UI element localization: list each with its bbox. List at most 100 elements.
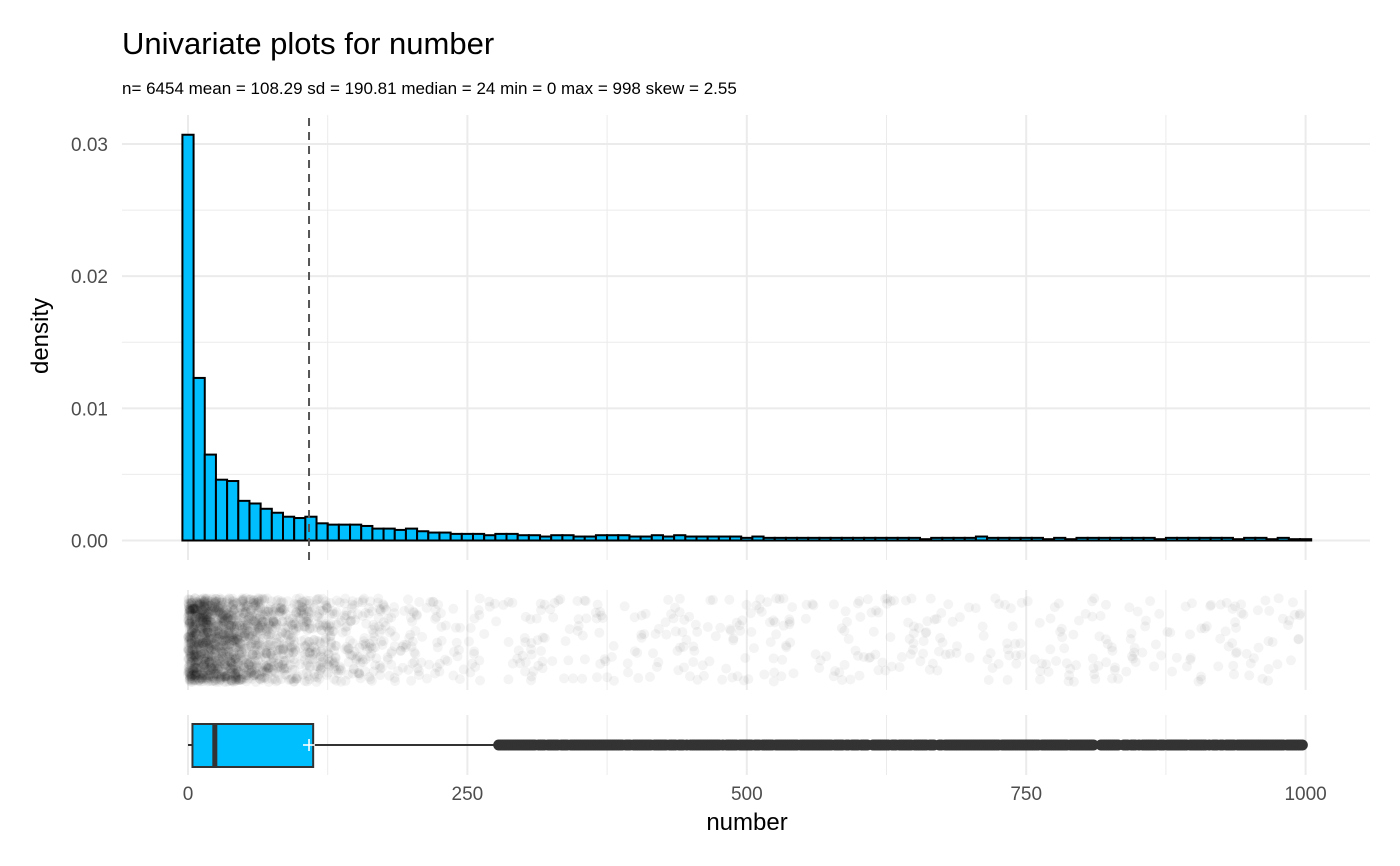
jitter-point [297,651,308,662]
jitter-point [213,628,224,639]
jitter-point [223,646,234,657]
jitter-point [272,675,283,686]
jitter-point [532,635,543,646]
jitter-point [250,640,261,651]
jitter-point [286,641,297,652]
jitter-point [503,637,514,648]
jitter-point [198,640,209,651]
histogram-bar [986,536,1000,542]
histogram-bar [661,535,676,542]
jitter-point [231,674,242,685]
jitter-point [313,593,324,604]
jitter-point [390,631,401,642]
jitter-point [227,613,238,624]
jitter-point [296,608,307,619]
jitter-point [297,601,308,612]
jitter-point [330,652,341,663]
jitter-point [221,641,232,652]
jitter-point [253,607,264,618]
jitter-point [189,613,200,624]
jitter-point [212,614,223,625]
jitter-point [653,657,664,668]
jitter-point [234,675,245,686]
jitter-point [220,660,231,671]
histogram-bar [471,532,486,542]
jitter-point [978,630,989,641]
jitter-point [230,672,241,683]
histogram-bar [717,535,732,542]
jitter-point [214,607,225,618]
jitter-point [302,676,313,687]
jitter-point [309,669,320,680]
jitter-point [284,647,295,658]
jitter-point [287,613,298,624]
outlier-point [1296,739,1308,751]
jitter-point [728,633,739,644]
jitter-point [200,643,211,654]
jitter-point [315,651,326,662]
jitter-point [373,621,384,632]
jitter-point [430,668,441,679]
jitter-point [864,653,875,664]
jitter-point [265,648,276,659]
jitter-point [207,601,218,612]
jitter-point [185,605,196,616]
histogram-bar [1265,538,1279,542]
jitter-point [221,634,232,645]
jitter-point [1057,632,1068,643]
jitter-point [240,616,251,627]
jitter-point [1087,611,1098,622]
jitter-point [314,652,325,663]
jitter-point [801,599,812,610]
jitter-point [293,599,304,610]
jitter-point [198,661,209,672]
jitter-point [250,597,261,608]
jitter-point [371,653,382,664]
jitter-point [190,651,201,662]
jitter-point [231,621,242,632]
jitter-point [580,596,591,607]
jitter-point [241,670,252,681]
jitter-point [187,603,198,614]
jitter-point [526,644,537,655]
jitter-point [209,597,220,608]
jitter-point [784,619,795,630]
x-tick-label: 750 [1010,784,1042,805]
jitter-point [215,672,226,683]
histogram-bar [360,524,374,542]
jitter-point [234,620,245,631]
jitter-point [257,616,268,627]
jitter-point [636,632,647,643]
jitter-point [230,636,241,647]
jitter-point [386,646,397,657]
histogram-bar [550,534,564,542]
jitter-point [342,621,353,632]
jitter-point [268,616,279,627]
jitter-point [191,597,202,608]
jitter-point [194,650,205,661]
jitter-point [745,608,756,619]
jitter-point [629,646,640,657]
jitter-point [202,625,213,636]
jitter-point [200,622,211,633]
jitter-point [247,626,258,637]
jitter-point [187,615,198,626]
jitter-point [254,640,265,651]
jitter-point [595,658,606,669]
jitter-point [195,637,206,648]
jitter-point [397,662,408,673]
jitter-point [360,654,371,665]
jitter-point [273,658,284,669]
histogram-bar [1142,536,1156,542]
jitter-point [244,659,255,670]
jitter-point [249,621,260,632]
jitter-point [304,606,315,617]
jitter-point [207,633,218,644]
jitter-point [185,637,196,648]
jitter-point [188,651,199,662]
jitter-point [238,660,249,671]
jitter-point [216,620,227,631]
jitter-point [330,640,341,651]
jitter-point [207,617,218,628]
jitter-point [219,666,230,677]
